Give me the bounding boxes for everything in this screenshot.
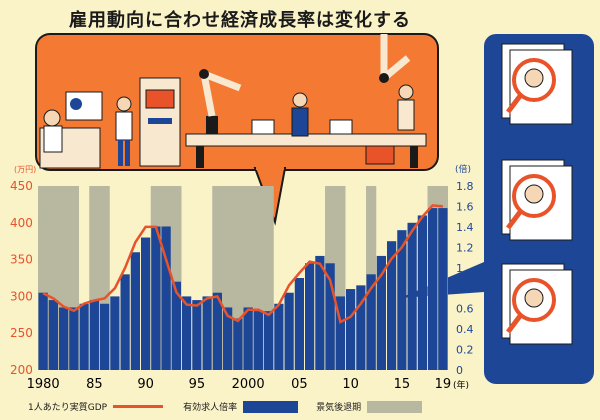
right-tick-label: 1 [456,262,463,275]
gdp-bar [305,263,315,370]
left-tick-label: 400 [10,216,33,230]
right-tick-label: 0.4 [456,323,474,336]
gdp-bar [130,252,140,370]
gdp-bar [438,208,448,370]
gdp-bar [151,226,161,370]
gdp-bar [243,307,253,370]
factory-illustration [35,33,439,226]
right-tick-label: 1.2 [456,241,474,254]
gdp-bar [202,296,212,370]
person-icon [524,288,544,308]
gdp-bar [59,307,69,370]
x-tick-label: 1980 [27,377,60,392]
person-icon [524,68,544,88]
gdp-bar [284,292,294,370]
right-tick-label: 0 [456,364,463,377]
x-tick-label: 10 [342,377,359,392]
chart-title: 雇用動向に合わせ経済成長率は変化する [69,10,411,31]
gdp-bar [407,222,417,370]
left-tick-label: 350 [10,253,33,267]
gdp-bar [264,311,274,370]
right-tick-label: 1.4 [456,221,474,234]
left-tick-label: 450 [10,179,33,193]
gdp-bar [223,307,233,370]
gdp-bar [376,255,386,370]
x-axis-unit: (年) [453,379,469,391]
x-tick-label: 05 [291,377,308,392]
chart-legend: 1人あたり実質GDP 有効求人倍率 景気後退期 [28,400,423,413]
legend-bar-swatch [243,400,299,413]
gdp-bar [356,285,366,370]
x-tick-label: 2000 [232,377,265,392]
left-tick-label: 200 [10,363,33,377]
gdp-bar [315,255,325,370]
gdp-bar [274,303,284,370]
gdp-bar [141,237,151,370]
gdp-bar [325,263,335,370]
gdp-bar [69,307,79,370]
gdp-bar [161,226,171,370]
person-icon [524,184,544,204]
gdp-bar [89,300,99,370]
x-tick-label: 19 [435,377,452,392]
left-tick-label: 250 [10,326,33,340]
jobs-ratio-line [42,204,444,324]
legend-line-swatch [113,405,164,408]
gdp-bar [417,215,427,370]
legend-recession-swatch [367,400,423,413]
x-tick-label: 90 [137,377,154,392]
legend-gdp-label: 1人あたり実質GDP [28,403,108,413]
gdp-bar [387,241,397,370]
gdp-bar [397,230,407,370]
left-tick-label: 300 [10,289,33,303]
right-tick-label: 1.6 [456,200,474,213]
magnifier-handle [506,210,522,230]
magnifier-handle [506,94,522,114]
right-tick-label: 0.2 [456,344,474,357]
gdp-bar [428,208,438,370]
gdp-bar [253,311,263,370]
gdp-bar [79,303,89,370]
gdp-bar [48,300,58,370]
gdp-bar [212,292,222,370]
gdp-bar [171,281,181,370]
gdp-bar [366,274,376,370]
gdp-bar [110,296,120,370]
legend-recession-label: 景気後退期 [316,403,362,413]
gdp-bar [335,296,345,370]
right-axis-unit: (倍) [455,163,471,175]
left-axis-unit: (万円) [14,165,36,174]
x-tick-label: 95 [189,377,206,392]
right-tick-label: 0.8 [456,282,474,295]
x-tick-label: 15 [394,377,411,392]
gdp-bar [192,300,202,370]
magnifier-handle [506,314,522,334]
candidate-panel [400,34,594,384]
gdp-bar [294,278,304,370]
gdp-bar [182,296,192,370]
right-tick-label: 1.8 [456,180,474,193]
legend-jobs-label: 有効求人倍率 [183,403,238,413]
right-tick-label: 0.6 [456,303,474,316]
gdp-bar [38,292,48,370]
gdp-bar [120,274,130,370]
gdp-bar [346,289,356,370]
gdp-bar [100,303,110,370]
gdp-bar [233,318,243,370]
x-tick-label: 85 [86,377,103,392]
